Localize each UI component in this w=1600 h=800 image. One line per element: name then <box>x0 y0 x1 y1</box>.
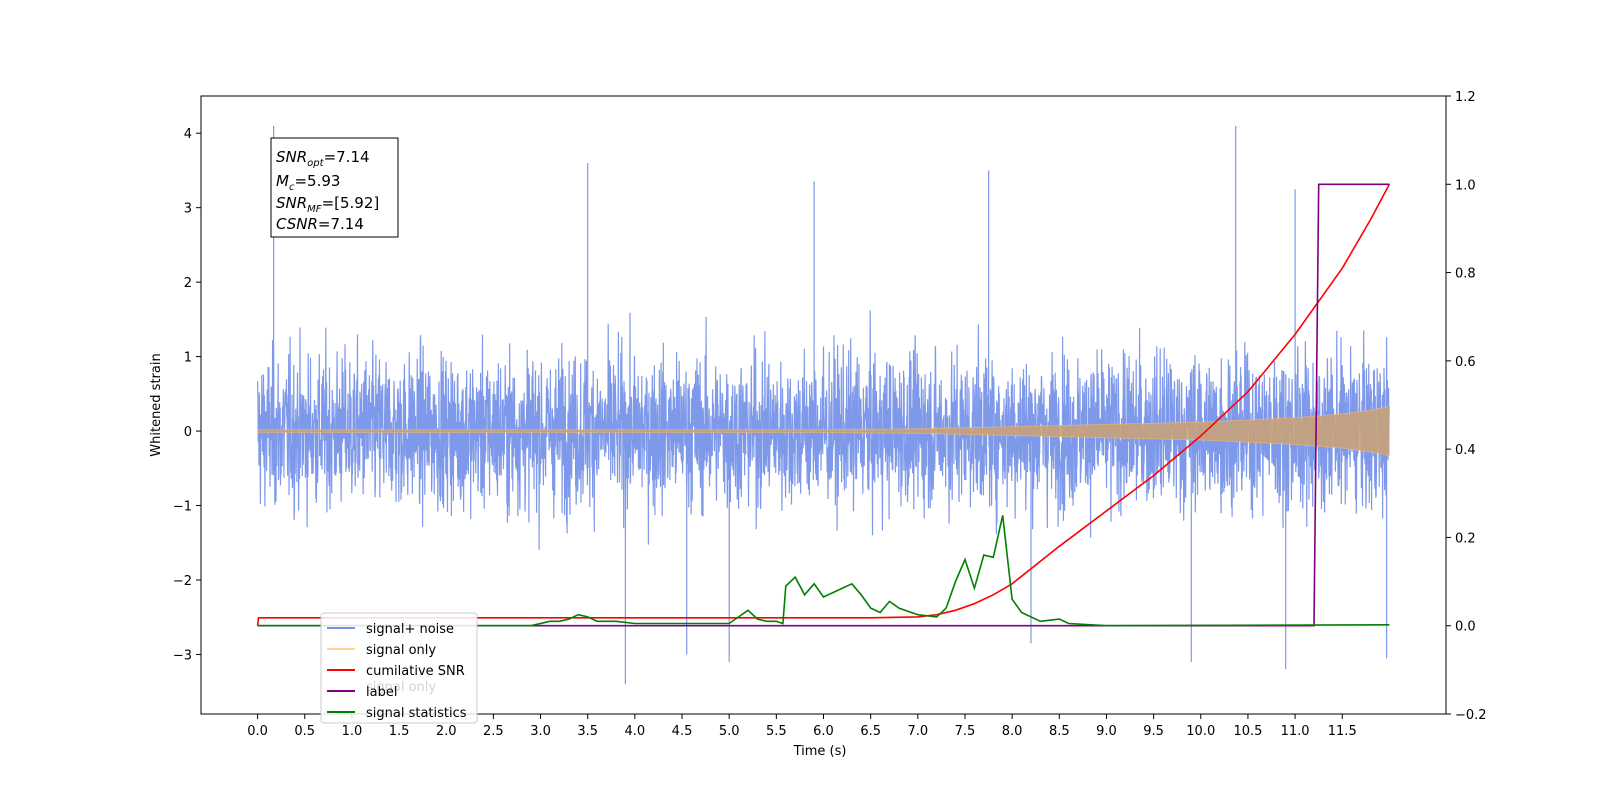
x-tick-label: 10.0 <box>1186 724 1215 739</box>
y2-tick-label: −0.2 <box>1455 708 1487 723</box>
legend-label: cumilative SNR <box>366 664 465 679</box>
x-tick-label: 10.5 <box>1233 724 1262 739</box>
y-tick-label: 0 <box>184 425 192 440</box>
legend-label: signal only <box>366 643 436 658</box>
y-tick-label: 2 <box>184 276 192 291</box>
legend-label: label <box>366 685 397 700</box>
y-axis-label: Whitened strain <box>149 353 164 456</box>
x-tick-label: 4.0 <box>625 724 646 739</box>
series-signal-noise-line <box>257 125 1390 685</box>
x-tick-label: 6.0 <box>813 724 834 739</box>
x-tick-label: 3.0 <box>530 724 551 739</box>
y-tick-label: −2 <box>173 574 192 589</box>
x-tick-label: 0.0 <box>247 724 268 739</box>
y2-tick-label: 1.0 <box>1455 178 1476 193</box>
y-tick-label: 1 <box>184 351 192 366</box>
x-axis: 0.0 0.5 1.0 1.5 2.0 2.5 3.0 3.5 4.0 4.5 5.0 5.5 6.0 6… <box>247 714 1357 739</box>
annotation-snr-opt: SNRopt=7.14 <box>276 148 370 169</box>
x-tick-label: 4.5 <box>672 724 693 739</box>
x-tick-label: 1.5 <box>389 724 410 739</box>
x-tick-label: 3.5 <box>577 724 598 739</box>
y2-tick-label: 0.4 <box>1455 443 1476 458</box>
x-tick-label: 7.5 <box>955 724 976 739</box>
legend-hidden-text: signal only <box>366 680 436 695</box>
series-label-line <box>257 183 1390 627</box>
annotation-frame <box>270 137 399 238</box>
y2-tick-label: 0.0 <box>1455 620 1476 635</box>
series-signal-statistics-line <box>257 515 1390 627</box>
y-tick-label: 4 <box>184 127 192 142</box>
x-tick-label: 11.5 <box>1328 724 1357 739</box>
x-tick-label: 1.0 <box>342 724 363 739</box>
x-axis-label: Time (s) <box>793 744 847 759</box>
plot-area <box>256 125 1391 685</box>
series-signal-only-band <box>257 406 1390 457</box>
y-tick-label: −3 <box>173 648 192 663</box>
annotation-snr-mf: SNRMF=[5.92] <box>276 194 379 215</box>
x-tick-label: 9.0 <box>1096 724 1117 739</box>
y2-tick-label: 0.2 <box>1455 531 1476 546</box>
x-tick-label: 7.0 <box>907 724 928 739</box>
y2-tick-label: 0.6 <box>1455 355 1476 370</box>
y-tick-label: −1 <box>173 500 192 515</box>
y2-tick-label: 1.2 <box>1455 90 1476 105</box>
x-tick-label: 6.5 <box>860 724 881 739</box>
x-tick-label: 9.5 <box>1143 724 1164 739</box>
legend-frame <box>320 612 478 724</box>
annotation-csnr: CSNR=7.14 <box>276 215 364 233</box>
x-tick-label: 2.0 <box>436 724 457 739</box>
y-axis-left: −3 −2 −1 0 1 2 3 4 <box>173 127 201 663</box>
annotation-box: SNRopt=7.14 Mc=5.93 SNRMF=[5.92] CSNR=7.… <box>270 137 399 238</box>
x-tick-label: 8.5 <box>1049 724 1070 739</box>
x-tick-label: 5.5 <box>766 724 787 739</box>
x-tick-label: 8.0 <box>1002 724 1023 739</box>
x-tick-label: 5.0 <box>719 724 740 739</box>
y-axis-right: −0.2 0.0 0.2 0.4 0.6 0.8 1.0 1.2 <box>1446 90 1487 723</box>
x-tick-label: 2.5 <box>483 724 504 739</box>
legend-label: signal+ noise <box>366 622 454 637</box>
x-tick-label: 0.5 <box>294 724 315 739</box>
annotation-mc: Mc=5.93 <box>276 172 340 193</box>
x-tick-label: 11.0 <box>1281 724 1310 739</box>
series-cumilative-snr-line <box>256 183 1391 626</box>
y-tick-label: 3 <box>184 202 192 217</box>
legend-label: signal statistics <box>366 706 467 721</box>
y2-tick-label: 0.8 <box>1455 267 1476 282</box>
